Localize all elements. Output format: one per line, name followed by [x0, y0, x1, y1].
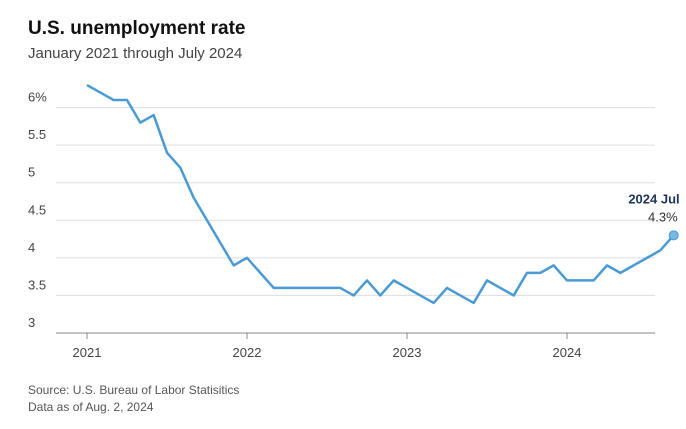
y-tick-label: 3: [28, 315, 35, 330]
source: Source: U.S. Bureau of Labor Statisitics: [28, 383, 239, 397]
y-tick-label: 4.5: [28, 202, 46, 217]
chart-subtitle: January 2021 through July 2024: [28, 45, 242, 62]
x-tick-label: 2023: [393, 345, 422, 360]
x-tick-label: 2021: [73, 345, 102, 360]
y-tick-label: 5.5: [28, 127, 46, 142]
line: [86, 83, 675, 305]
chart-title: U.S. unemployment rate: [28, 18, 246, 39]
x-tick-label: 2022: [233, 345, 262, 360]
y-tick-label: 3.5: [28, 277, 46, 292]
end-point: [668, 230, 679, 241]
annotation-title: 2024 Jul: [628, 191, 679, 206]
y-tick-label: 4: [28, 240, 35, 255]
x-tick-label: 2024: [553, 345, 582, 360]
note: Data as of Aug. 2, 2024: [28, 400, 154, 414]
y-tick-label: 6%: [28, 90, 47, 105]
annotation-value: 4.3%: [648, 209, 678, 224]
y-tick-label: 5: [28, 165, 35, 180]
